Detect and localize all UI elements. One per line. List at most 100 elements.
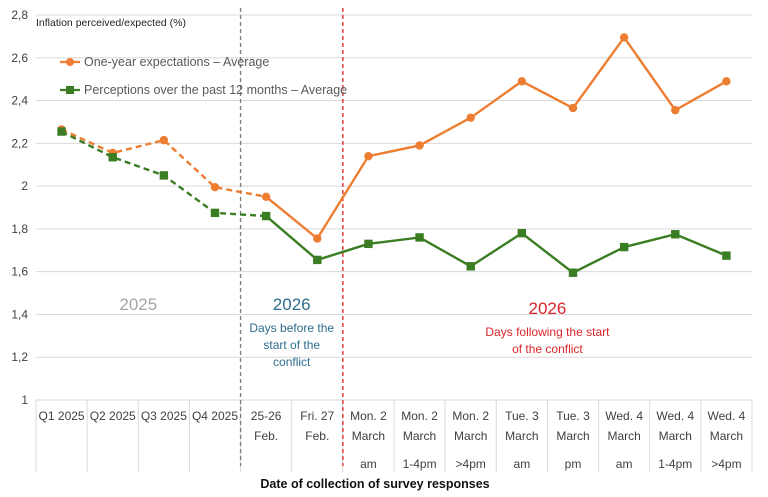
series-1 [57,127,731,277]
category-label: Mon. 2 March 1-4pm [401,409,438,471]
category-label: 25-26 Feb. [251,409,282,443]
y-tick-label: 2,8 [11,8,28,22]
category-label-line: Feb. [305,429,329,443]
category-label-line: am [514,457,531,471]
annotation-2025-title: 2025 [119,295,157,314]
data-point [517,228,527,238]
data-point [57,127,66,136]
category-label-line: Q4 2025 [192,409,238,423]
category-label-line: 1-4pm [403,457,437,471]
category-label: Q4 2025 [192,409,238,423]
legend: One-year expectations – Average Percepti… [60,55,347,97]
series-line-dashed [61,128,267,198]
data-point [159,171,169,180]
category-label: Tue. 3 March am [505,409,539,471]
category-label: Mon. 2 March >4pm [452,409,489,471]
y-tick-label: 1 [21,393,28,407]
y-tick-label: 1,2 [11,350,28,364]
legend-item-expectations: One-year expectations – Average [60,55,269,69]
category-label-line: March [403,429,436,443]
gridlines [36,14,752,401]
annotation-before-conflict-subtitle: conflict [273,355,311,369]
category-label-line: Q1 2025 [39,409,85,423]
annotation-before-conflict-subtitle: Days before the [249,321,334,335]
series-lines [57,33,731,277]
data-point [568,103,578,113]
data-point [364,239,373,249]
annotation-after-conflict-subtitle: of the conflict [512,342,583,356]
category-label-line: 1-4pm [658,457,692,471]
category-label-line: Mon. 2 [401,409,438,423]
category-label-line: am [616,457,633,471]
data-point [261,211,271,221]
data-point [210,182,220,192]
category-label: Fri. 27 Feb. [300,409,334,443]
data-point [722,251,731,260]
category-label-line: March [556,429,589,443]
category-label-line: Feb. [254,429,278,443]
y-axis-label: Inflation perceived/expected (%) [36,17,186,29]
legend-item-perceptions: Perceptions over the past 12 months – Av… [60,83,347,97]
annotation-after-conflict-title: 2026 [529,299,567,318]
data-point [619,33,629,42]
y-tick-label: 1,8 [11,222,28,236]
category-label-line: Tue. 3 [556,409,590,423]
data-point [108,153,117,162]
period-dividers [239,8,344,466]
legend-label-expectations: One-year expectations – Average [84,55,269,69]
data-point [210,208,220,218]
series-line-solid [265,215,727,275]
category-label-line: >4pm [456,457,486,471]
category-label-line: pm [565,457,582,471]
category-label-line: Wed. 4 [708,409,746,423]
data-point [313,255,322,265]
category-label-line: Tue. 3 [505,409,539,423]
category-label: Tue. 3 March pm [556,409,590,471]
category-label-line: March [607,429,640,443]
series-0 [57,33,731,243]
category-label-line: March [352,429,385,443]
category-label-line: Wed. 4 [605,409,643,423]
data-point [415,233,424,242]
category-label-line: March [659,429,692,443]
data-point [415,141,424,150]
annotation-before-conflict-subtitle: start of the [263,338,320,352]
annotation-after-conflict: 2026 Days following the start of the confl… [485,299,610,356]
category-label-line: Fri. 27 [300,409,334,423]
y-tick-label: 2,6 [11,51,28,65]
category-label-line: Q3 2025 [141,409,187,423]
data-point [568,268,578,277]
category-label-line: Mon. 2 [350,409,387,423]
data-point [671,105,680,115]
data-point [466,113,475,122]
category-label-line: Q2 2025 [90,409,136,423]
annotation-before-conflict-title: 2026 [273,295,311,314]
y-tick-label: 1,6 [11,265,28,279]
data-point [159,135,169,145]
y-tick-label: 1,4 [11,307,28,321]
annotation-before-conflict: 2026 Days before the start of the conflict [249,295,334,369]
category-label-line: March [454,429,487,443]
data-point [619,242,629,252]
data-point [364,151,373,161]
data-point [671,230,680,239]
y-tick-label: 2,2 [11,136,28,150]
category-label-line: >4pm [711,457,741,471]
legend-label-perceptions: Perceptions over the past 12 months – Av… [84,83,347,97]
y-axis-ticks: 1 1,2 1,4 1,6 1,8 2 2,2 2,4 2,6 2,8 [11,8,28,407]
data-point [722,77,731,86]
annotation-2025: 2025 [119,295,157,314]
category-label-line: March [505,429,538,443]
category-label-line: March [710,429,743,443]
category-label-line: Mon. 2 [452,409,489,423]
data-point [466,262,475,271]
category-label: Mon. 2 March am [350,409,387,471]
period-annotations: 2025 2026 Days before the start of the confl… [119,295,610,369]
category-label-line: am [360,457,377,471]
data-point [261,192,271,202]
category-label-line: Wed. 4 [656,409,694,423]
y-tick-label: 2,4 [11,94,28,108]
series-line-solid [265,35,728,241]
